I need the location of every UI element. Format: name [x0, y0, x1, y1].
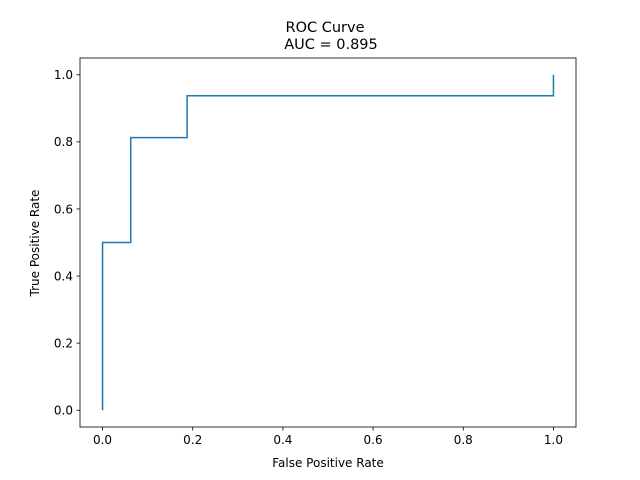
- y-tick-label: 0.0: [54, 404, 73, 418]
- x-tick-label: 0.2: [183, 433, 202, 447]
- plot-area: 0.0 0.2 0.4 0.6 0.8 1.0 0.0 0.2 0.4 0.6 0.8 1.0: [54, 57, 577, 447]
- y-tick-label: 0.6: [54, 202, 73, 216]
- x-tick-label: 0.4: [273, 433, 292, 447]
- x-tick-label: 1.0: [544, 433, 563, 447]
- x-tick-label: 0.8: [454, 433, 473, 447]
- roc-curve-line: [101, 74, 555, 411]
- y-axis-label: True Positive Rate: [28, 190, 42, 298]
- x-tick-label: 0.0: [93, 433, 112, 447]
- x-tick-label: 0.6: [364, 433, 383, 447]
- x-axis-label: False Positive Rate: [272, 456, 384, 470]
- chart-subtitle: AUC = 0.895: [284, 37, 378, 53]
- plot-frame: [79, 57, 577, 428]
- y-tick-label: 1.0: [54, 68, 73, 82]
- y-tick-label: 0.4: [54, 269, 73, 283]
- chart-title: ROC Curve: [286, 20, 365, 36]
- y-tick-label: 0.2: [54, 336, 73, 350]
- y-tick-label: 0.8: [54, 135, 73, 149]
